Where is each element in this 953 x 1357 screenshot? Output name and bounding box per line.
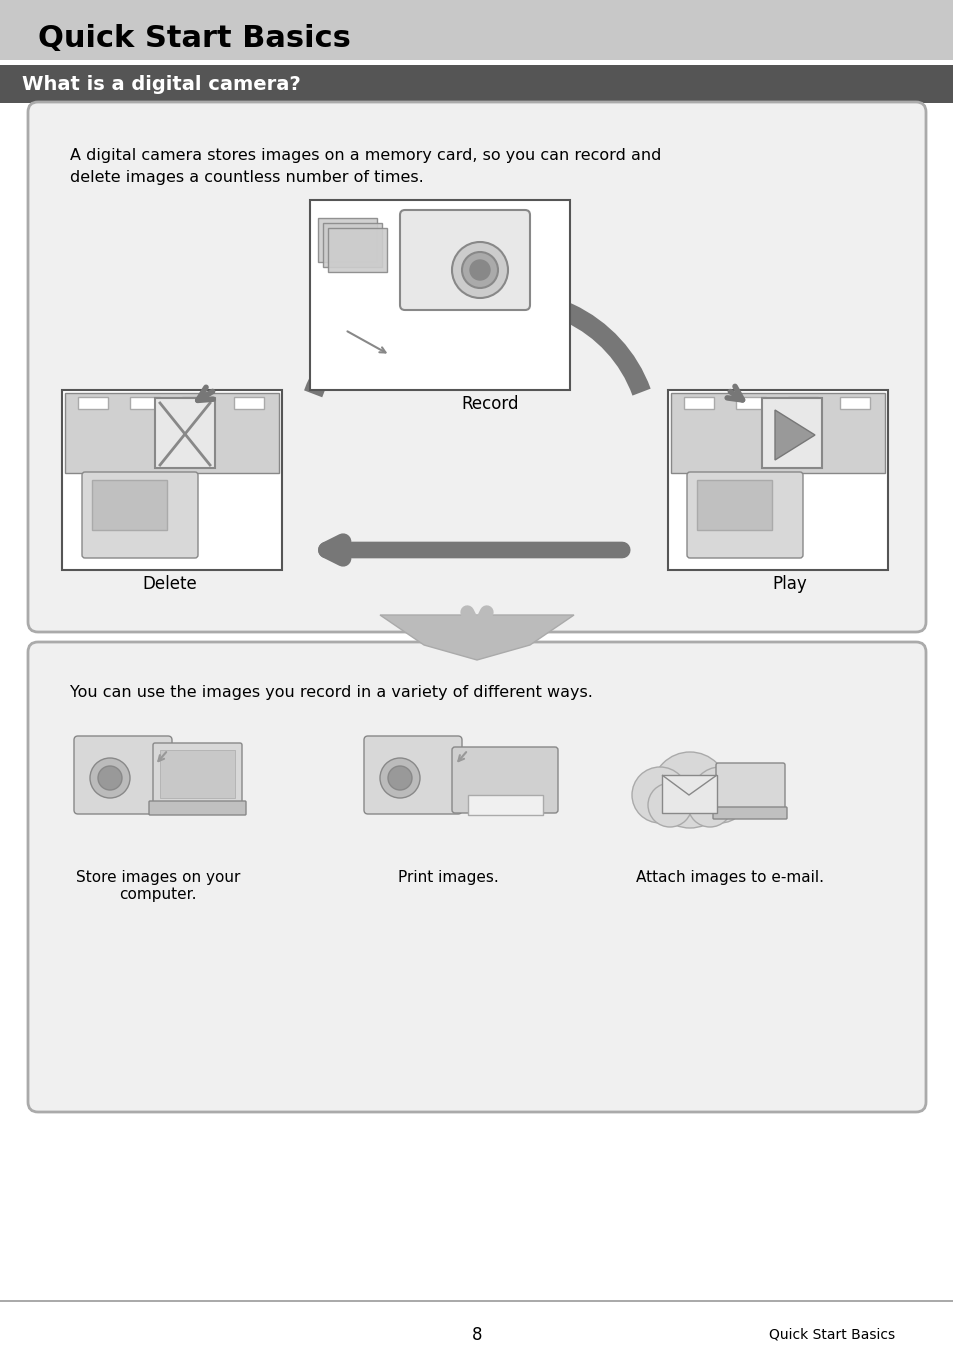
Text: Quick Start Basics: Quick Start Basics	[768, 1329, 894, 1342]
Text: Quick Start Basics: Quick Start Basics	[38, 23, 351, 53]
Text: A digital camera stores images on a memory card, so you can record and
delete im: A digital camera stores images on a memo…	[70, 148, 660, 185]
Circle shape	[461, 252, 497, 288]
FancyBboxPatch shape	[670, 394, 884, 474]
Circle shape	[90, 759, 130, 798]
Bar	[78, 398, 108, 408]
FancyBboxPatch shape	[712, 807, 786, 820]
Polygon shape	[379, 615, 574, 660]
Circle shape	[651, 752, 727, 828]
FancyBboxPatch shape	[686, 472, 802, 558]
Bar	[130, 398, 160, 408]
Bar	[468, 795, 542, 816]
FancyBboxPatch shape	[0, 65, 953, 103]
Bar	[735, 398, 765, 408]
Text: Store images on your
computer.: Store images on your computer.	[75, 870, 240, 902]
Bar	[697, 480, 771, 531]
Bar	[840, 398, 869, 408]
FancyBboxPatch shape	[62, 389, 282, 570]
Text: 8: 8	[471, 1326, 482, 1343]
Bar	[683, 398, 713, 408]
Bar	[91, 480, 167, 531]
Circle shape	[647, 783, 691, 826]
FancyBboxPatch shape	[328, 228, 387, 271]
FancyBboxPatch shape	[28, 102, 925, 632]
Circle shape	[631, 767, 687, 822]
Text: Record: Record	[460, 395, 518, 413]
Bar	[160, 750, 234, 798]
FancyBboxPatch shape	[149, 801, 246, 816]
Bar	[0, 1300, 953, 1301]
Circle shape	[388, 765, 412, 790]
FancyBboxPatch shape	[399, 210, 530, 309]
Circle shape	[687, 783, 731, 826]
Text: Print images.: Print images.	[397, 870, 497, 885]
FancyBboxPatch shape	[74, 735, 172, 814]
FancyBboxPatch shape	[82, 472, 198, 558]
Circle shape	[452, 242, 507, 299]
FancyBboxPatch shape	[28, 642, 925, 1111]
FancyBboxPatch shape	[0, 0, 953, 60]
FancyBboxPatch shape	[452, 746, 558, 813]
Text: Attach images to e-mail.: Attach images to e-mail.	[636, 870, 823, 885]
Bar	[233, 398, 264, 408]
Circle shape	[691, 767, 747, 822]
Bar	[787, 398, 817, 408]
FancyBboxPatch shape	[716, 763, 784, 811]
FancyBboxPatch shape	[152, 744, 242, 805]
Circle shape	[98, 765, 122, 790]
FancyBboxPatch shape	[364, 735, 461, 814]
FancyBboxPatch shape	[65, 394, 278, 474]
Polygon shape	[774, 410, 814, 460]
Bar	[182, 398, 212, 408]
Bar	[154, 398, 214, 468]
Bar	[661, 775, 717, 813]
FancyBboxPatch shape	[317, 218, 376, 262]
Text: You can use the images you record in a variety of different ways.: You can use the images you record in a v…	[70, 685, 592, 700]
FancyBboxPatch shape	[310, 199, 569, 389]
Circle shape	[470, 261, 490, 280]
Text: Delete: Delete	[143, 575, 197, 593]
Circle shape	[379, 759, 419, 798]
Bar	[761, 398, 821, 468]
Text: What is a digital camera?: What is a digital camera?	[22, 75, 300, 94]
Text: Play: Play	[772, 575, 806, 593]
FancyBboxPatch shape	[667, 389, 887, 570]
FancyBboxPatch shape	[323, 223, 381, 267]
